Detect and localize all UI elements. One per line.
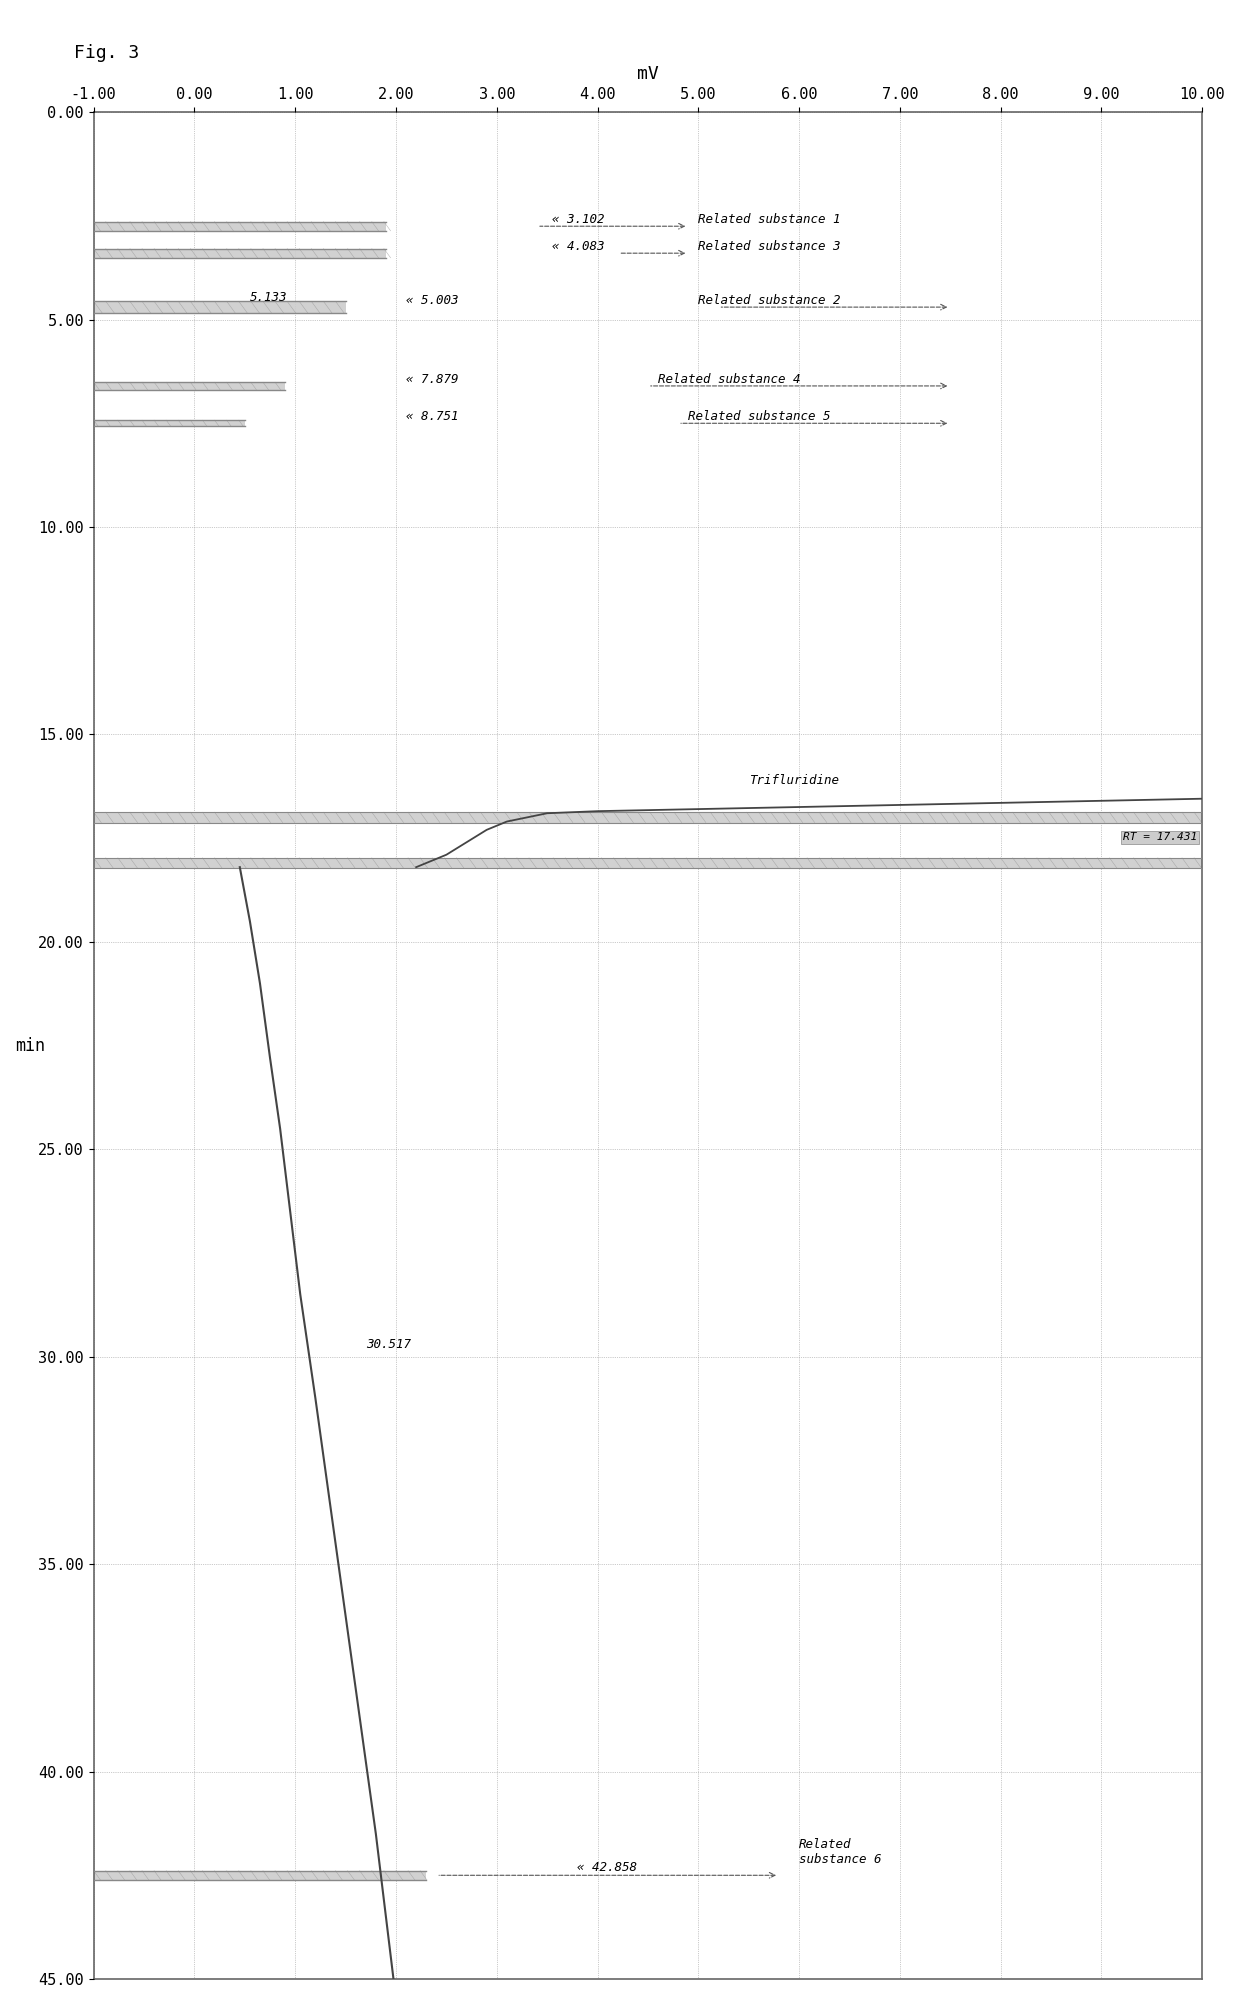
Text: « 3.102: « 3.102 (552, 212, 605, 226)
Text: Related
substance 6: Related substance 6 (799, 1839, 882, 1867)
Text: « 5.003: « 5.003 (405, 294, 459, 306)
Text: Related substance 3: Related substance 3 (698, 240, 841, 252)
Bar (94, 300, 346, 312)
X-axis label: mV: mV (637, 64, 658, 82)
Text: 30.517: 30.517 (366, 1338, 410, 1352)
Bar (94, 222, 386, 230)
Text: 5.133: 5.133 (250, 290, 288, 304)
Text: « 8.751: « 8.751 (405, 411, 459, 423)
Bar (94, 383, 285, 391)
Bar (94, 857, 1203, 867)
Text: Related substance 1: Related substance 1 (698, 212, 841, 226)
Bar (94, 1871, 427, 1881)
Y-axis label: min: min (15, 1038, 45, 1054)
Text: Related substance 4: Related substance 4 (658, 373, 801, 387)
Text: Related substance 5: Related substance 5 (688, 411, 831, 423)
Bar (94, 248, 386, 258)
Text: Related substance 2: Related substance 2 (698, 294, 841, 306)
Text: RT = 17.431: RT = 17.431 (1123, 831, 1197, 841)
Text: « 7.879: « 7.879 (405, 373, 459, 387)
Bar (94, 421, 244, 427)
Text: Trifluridine: Trifluridine (749, 775, 838, 787)
Bar (94, 811, 1203, 823)
Text: Fig. 3: Fig. 3 (74, 44, 140, 62)
Text: « 42.858: « 42.858 (578, 1861, 637, 1875)
Text: « 4.083: « 4.083 (552, 240, 605, 252)
